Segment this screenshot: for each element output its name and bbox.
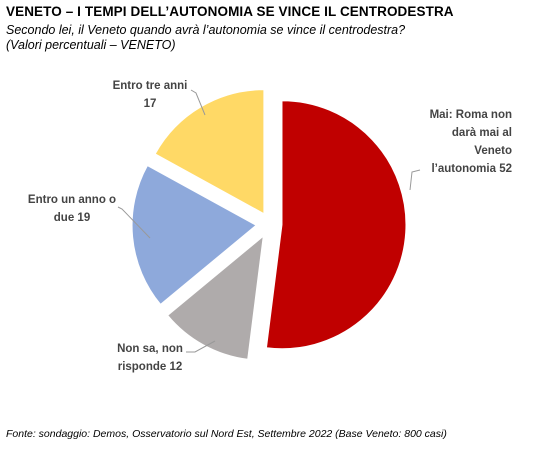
- chart-subtitle: Secondo lei, il Veneto quando avrà l’aut…: [6, 23, 405, 53]
- slice-label-line: Entro un anno o: [28, 194, 116, 206]
- slice-label-line: 17: [144, 98, 157, 110]
- pie-slice-2: [167, 235, 264, 360]
- source-note: Fonte: sondaggio: Demos, Osservatorio su…: [6, 428, 447, 440]
- leader-line-4: [190, 89, 206, 116]
- subtitle-units: (Valori percentuali – VENETO): [6, 38, 176, 52]
- pie-slice-3: [131, 164, 257, 306]
- leader-line-1: [409, 169, 421, 191]
- slice-label-line: Entro tre anni: [113, 80, 188, 92]
- subtitle-question: Secondo lei, il Veneto quando avrà l’aut…: [6, 23, 406, 37]
- slice-label-line: risponde 12: [118, 361, 183, 373]
- slice-label-line: Veneto: [474, 145, 512, 157]
- slice-label-line: darà mai al: [452, 127, 512, 139]
- pie-slice-1: [265, 100, 407, 350]
- slice-label-1: Mai: Roma non darà mai al Veneto l’autonomi…: [430, 109, 512, 175]
- chart-title: VENETO – I TEMPI DELL’AUTONOMIA SE VINCE…: [6, 4, 454, 19]
- slice-label-2: Non sa, non risponde 12: [117, 343, 183, 373]
- slice-label-line: Mai: Roma non: [430, 109, 512, 121]
- pie-slice-4: [154, 89, 265, 215]
- slice-label-3: Entro un anno o due 19: [28, 194, 116, 224]
- leader-line-2: [186, 340, 216, 353]
- leader-line-3: [117, 206, 151, 239]
- slice-label-line: due 19: [54, 212, 90, 224]
- slice-label-line: Non sa, non: [117, 343, 183, 355]
- slice-label-4: Entro tre anni 17: [113, 80, 188, 110]
- slice-label-line: l’autonomia 52: [431, 163, 512, 175]
